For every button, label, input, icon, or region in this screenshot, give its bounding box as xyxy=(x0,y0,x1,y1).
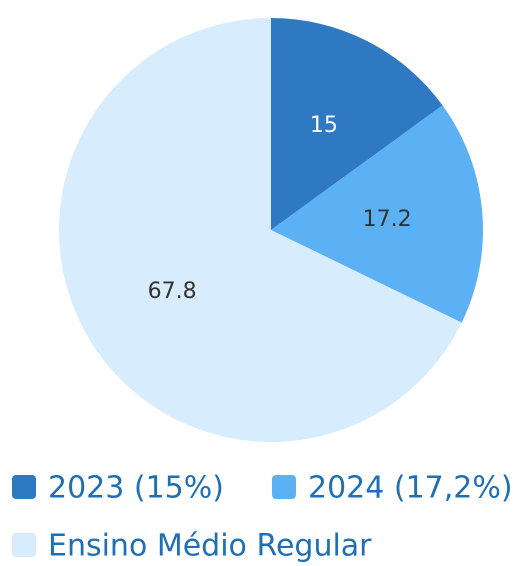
data-label: 15 xyxy=(310,113,338,138)
legend-label: 2024 (17,2%) xyxy=(308,471,513,506)
legend-marker xyxy=(272,475,296,499)
legend-label: 2023 (15%) xyxy=(48,471,224,506)
data-label: 17.2 xyxy=(363,207,412,232)
legend-marker xyxy=(12,475,36,499)
legend-marker xyxy=(12,533,36,557)
data-label: 67.8 xyxy=(148,279,197,304)
legend-label: Ensino Médio Regular xyxy=(48,529,372,564)
pie-slice xyxy=(59,18,462,442)
pie-slice xyxy=(271,105,484,323)
pie-slice xyxy=(271,18,443,230)
